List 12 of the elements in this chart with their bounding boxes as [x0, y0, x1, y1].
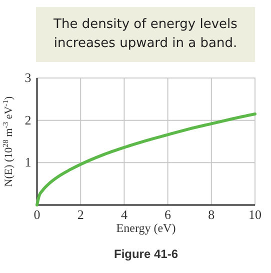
- x-tick-label: 2: [77, 207, 84, 222]
- x-tick-label: 6: [164, 207, 172, 222]
- x-axis-title: Energy (eV): [116, 221, 176, 235]
- x-tick-label: 8: [208, 207, 215, 222]
- x-tick-label: 0: [34, 207, 40, 222]
- x-tick-label: 4: [120, 207, 128, 222]
- x-tick-label: 10: [248, 207, 262, 222]
- caption: Figure 41-6: [114, 247, 178, 261]
- y-tick-label: 2: [24, 112, 32, 128]
- y-tick-label: 3: [24, 70, 32, 85]
- text: The density of energy levels increases upward in a band.: [52, 17, 238, 51]
- y-tick-label: 1: [24, 154, 32, 170]
